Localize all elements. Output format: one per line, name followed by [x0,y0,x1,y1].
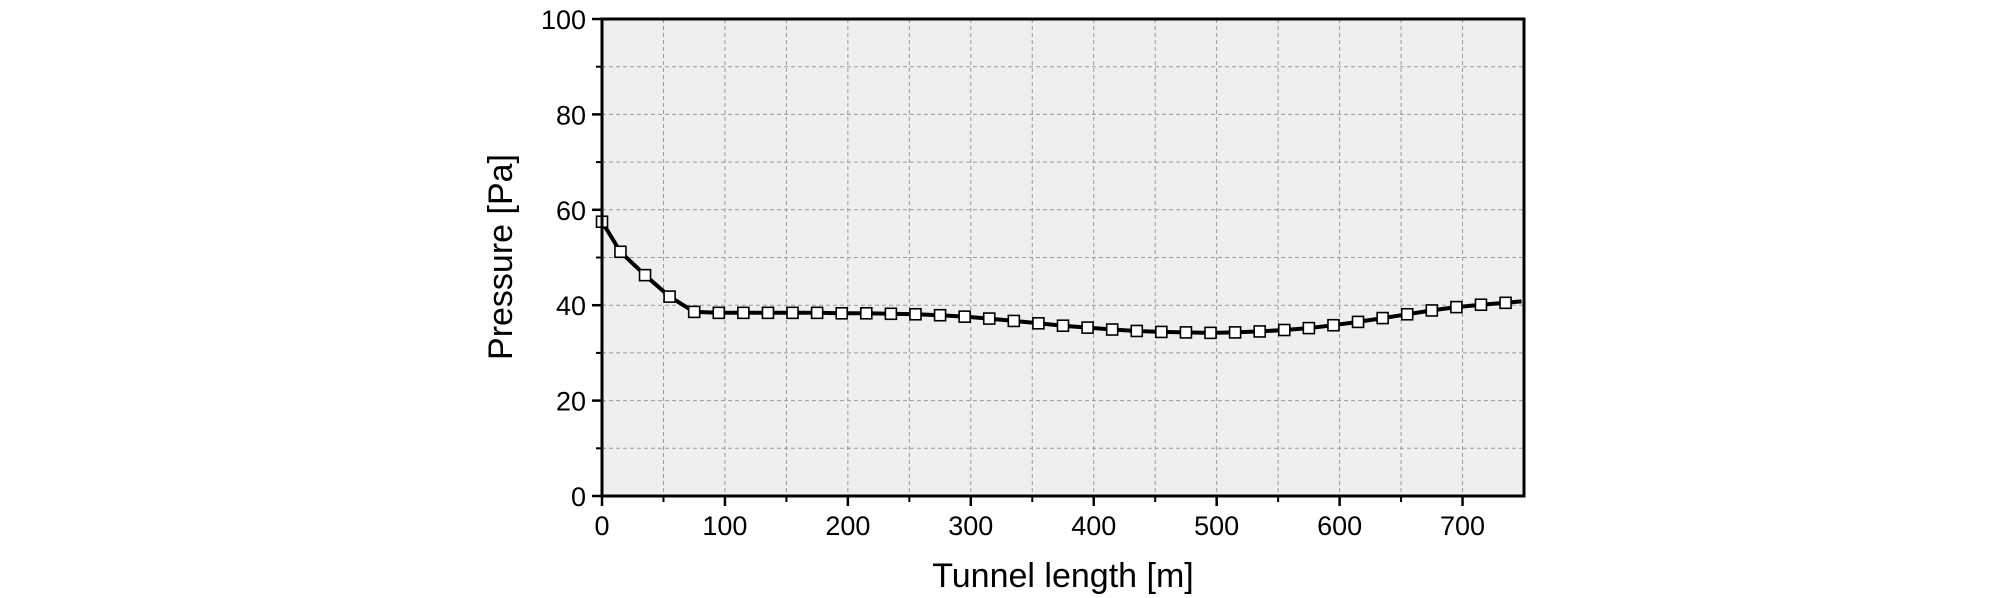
y-tick-label: 80 [556,100,586,130]
data-point-marker [1056,319,1070,333]
data-point-marker [1007,314,1021,328]
y-tick-label: 100 [541,5,586,35]
data-point-marker [1105,323,1119,336]
y-axis-title: Pressure [Pa] [482,154,520,360]
data-point-marker [737,306,750,320]
data-point-marker [1130,324,1144,338]
data-point-marker [810,306,824,320]
data-point-marker [1228,326,1242,339]
data-point-marker [614,245,627,259]
x-tick-label: 600 [1317,511,1362,541]
x-tick-label: 200 [825,511,870,541]
data-point-marker [761,306,775,320]
x-tick-label: 500 [1194,511,1239,541]
data-point-marker [835,307,849,320]
data-point-marker [786,306,799,320]
data-point-marker [1155,325,1168,339]
y-tick-label: 0 [571,482,586,512]
data-series [595,215,1522,340]
x-axis-title: Tunnel length [m] [932,557,1193,595]
data-point-marker [1081,321,1094,334]
data-point-marker [1277,323,1291,337]
data-point-marker [1400,307,1414,321]
grid [602,19,1524,496]
data-point-marker [1351,315,1365,329]
data-point-marker [1425,304,1439,317]
y-tick-label: 20 [556,387,586,417]
data-point-marker [712,306,726,320]
plot-area [602,19,1524,496]
y-tick-label: 60 [556,196,586,226]
data-point-marker [663,290,676,303]
data-point-marker [1253,325,1266,338]
data-point-marker [687,305,701,319]
data-point-marker [909,307,922,321]
axes: 0 100 200 300 400 500 600 700 0 20 40 60 80 100 [541,5,1485,541]
data-point-marker [860,307,873,320]
data-point-marker [1302,321,1316,335]
x-tick-label: 300 [948,511,993,541]
data-point-marker [638,268,652,282]
data-point-marker [1327,318,1340,332]
data-point-marker [1179,326,1193,339]
y-tick-label: 40 [556,291,586,321]
x-tick-label: 100 [702,511,747,541]
data-point-marker [1376,311,1389,325]
data-point-marker [884,307,898,321]
data-point-marker [1204,326,1217,340]
data-point-marker [1499,296,1512,310]
x-tick-label: 700 [1440,511,1485,541]
data-point-marker [933,308,947,322]
data-point-marker [1032,317,1045,330]
data-point-marker [982,312,996,325]
data-point-marker [958,310,971,323]
data-point-marker [1450,300,1463,314]
x-tick-label: 0 [594,511,609,541]
x-tick-label: 400 [1071,511,1116,541]
data-point-marker [1474,298,1488,312]
